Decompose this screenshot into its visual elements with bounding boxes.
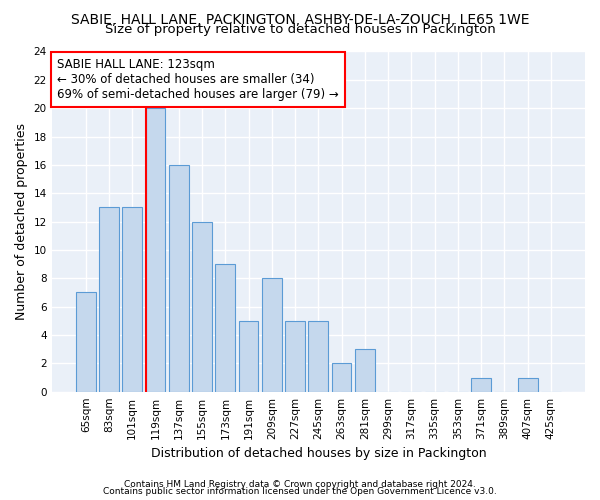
Text: SABIE HALL LANE: 123sqm
← 30% of detached houses are smaller (34)
69% of semi-de: SABIE HALL LANE: 123sqm ← 30% of detache… (57, 58, 339, 102)
Text: Contains public sector information licensed under the Open Government Licence v3: Contains public sector information licen… (103, 487, 497, 496)
Bar (239, 321, 259, 392)
Bar (262, 278, 282, 392)
Bar (355, 349, 375, 392)
Bar (169, 165, 188, 392)
Text: Size of property relative to detached houses in Packington: Size of property relative to detached ho… (104, 22, 496, 36)
Bar (99, 208, 119, 392)
Bar (192, 222, 212, 392)
Bar (518, 378, 538, 392)
Bar (76, 292, 95, 392)
Bar (146, 108, 166, 392)
X-axis label: Distribution of detached houses by size in Packington: Distribution of detached houses by size … (151, 447, 486, 460)
Bar (215, 264, 235, 392)
Bar (122, 208, 142, 392)
Text: SABIE, HALL LANE, PACKINGTON, ASHBY-DE-LA-ZOUCH, LE65 1WE: SABIE, HALL LANE, PACKINGTON, ASHBY-DE-L… (71, 12, 529, 26)
Bar (308, 321, 328, 392)
Bar (332, 364, 352, 392)
Bar (285, 321, 305, 392)
Y-axis label: Number of detached properties: Number of detached properties (15, 123, 28, 320)
Text: Contains HM Land Registry data © Crown copyright and database right 2024.: Contains HM Land Registry data © Crown c… (124, 480, 476, 489)
Bar (471, 378, 491, 392)
